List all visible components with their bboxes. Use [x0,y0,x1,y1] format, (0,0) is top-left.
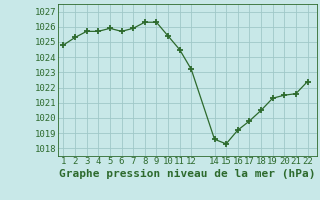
X-axis label: Graphe pression niveau de la mer (hPa): Graphe pression niveau de la mer (hPa) [59,169,316,179]
